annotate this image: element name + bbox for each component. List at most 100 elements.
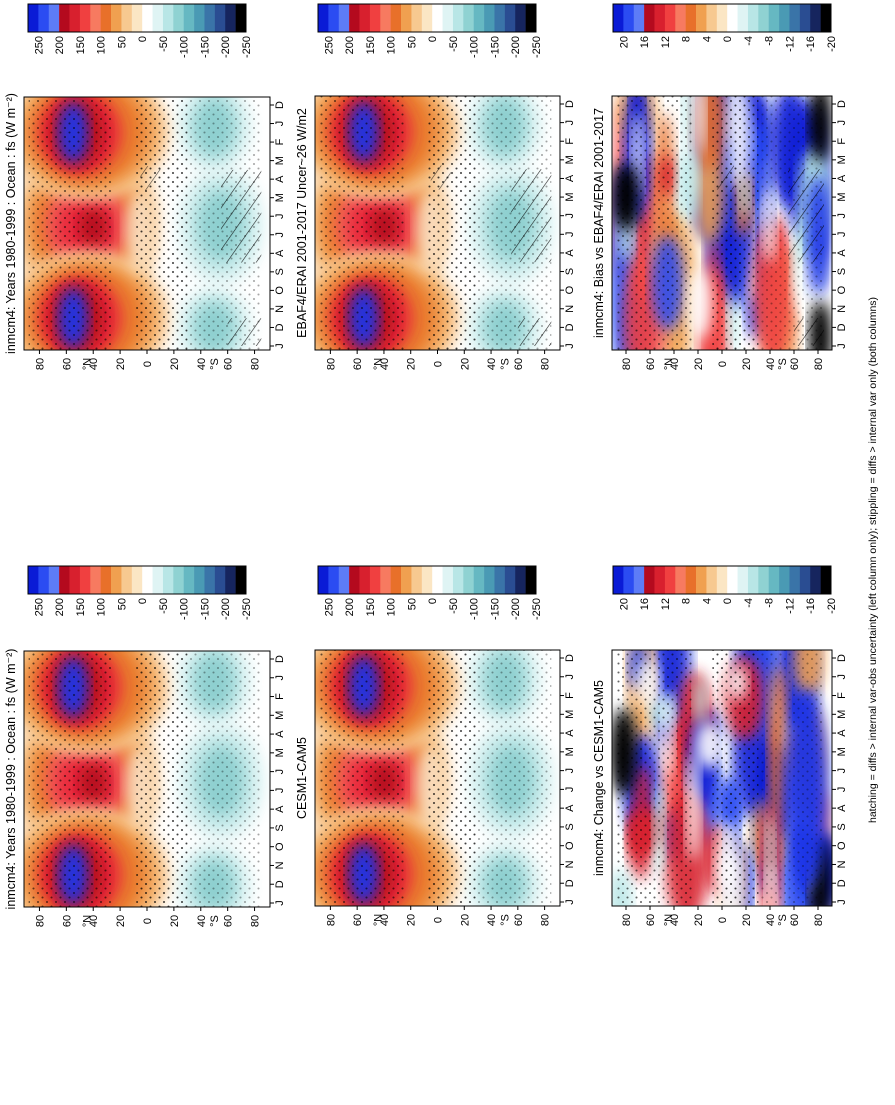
- month-tick-label: D: [564, 879, 576, 887]
- latitude-tick-label: 60: [645, 358, 657, 370]
- colorbar-label: 200: [54, 36, 66, 54]
- month-tick-label: M: [274, 748, 286, 757]
- latitude-tick-label: 60: [513, 358, 525, 370]
- latitude-tick-label: 60: [789, 358, 801, 370]
- colorbar-label: 8: [681, 598, 693, 604]
- colorbar-swatch: [121, 566, 133, 594]
- latitude-tick-label: 20: [406, 914, 418, 926]
- hatching: [430, 165, 552, 346]
- hemisphere-label-south: °S: [499, 358, 511, 370]
- latitude-tick-label: 80: [34, 915, 46, 927]
- month-tick-label: S: [564, 268, 576, 275]
- latitude-tick-label: 0: [142, 918, 154, 924]
- colorbar-swatch: [162, 566, 174, 594]
- colorbar-swatch: [235, 566, 247, 594]
- colorbar-label: 12: [660, 598, 672, 610]
- colorbar-label: 50: [406, 36, 418, 48]
- stippling: [616, 96, 824, 350]
- colorbar-swatch: [727, 4, 738, 32]
- colorbar-swatch: [633, 4, 645, 32]
- colorbar-swatch: [162, 4, 174, 32]
- colorbar-bottom-left: 20 16 12 8 4 0 -4 -8 -12 -16 -20: [612, 3, 838, 52]
- colorbar-swatch: [79, 4, 91, 32]
- colorbar-swatch: [810, 566, 821, 594]
- colorbar-label: 50: [116, 36, 128, 48]
- colorbar-label: 0: [137, 36, 149, 42]
- colorbar-label: -4: [743, 36, 755, 46]
- latitude-tick-label: 60: [61, 915, 73, 927]
- month-tick-label: A: [836, 804, 848, 812]
- panel-title: CESM1-CAM5: [295, 737, 309, 819]
- colorbar-swatch: [525, 566, 537, 594]
- colorbar-label: 200: [344, 36, 356, 54]
- colorbar-swatch: [779, 566, 790, 594]
- colorbar-swatch: [411, 566, 423, 594]
- colorbar-swatch: [685, 566, 697, 594]
- colorbar-label: -20: [826, 36, 838, 52]
- latitude-tick-label: 40: [486, 358, 498, 370]
- month-tick-label: A: [564, 249, 576, 257]
- month-tick-label: A: [274, 249, 286, 257]
- colorbar-swatch: [328, 566, 340, 594]
- panel-title: inmcm4: Bias vs EBAF4/ERAI 2001-2017: [592, 108, 606, 338]
- colorbar-label: -50: [158, 36, 170, 52]
- hatching: [140, 166, 262, 346]
- panels: inmcm4: Years 1980-1999 : Ocean : fs (W …: [4, 93, 848, 927]
- colorbar-swatch: [747, 566, 759, 594]
- colorbar-label: -16: [805, 36, 817, 52]
- hemisphere-label-north: °N: [663, 914, 675, 926]
- colorbar-swatch: [442, 4, 454, 32]
- latitude-tick-label: 40: [669, 914, 681, 926]
- month-tick-label: J: [564, 232, 576, 238]
- colorbar-swatch: [225, 4, 236, 32]
- month-tick-label: N: [564, 305, 576, 313]
- colorbar-swatch: [706, 566, 718, 594]
- colorbar-label: 50: [116, 598, 128, 610]
- month-tick-label: M: [274, 156, 286, 165]
- colorbar-label: 0: [427, 598, 439, 604]
- hemisphere-label-south: °S: [209, 915, 221, 927]
- panel-title: EBAF4/ERAI 2001-2017 Uncer~26 W/m2: [295, 108, 309, 338]
- colorbar-swatch: [737, 566, 749, 594]
- colorbar-label: -150: [199, 598, 211, 620]
- colorbar-bottom-right: 20 16 12 8 4 0 -4 -8 -12 -16 -20: [612, 565, 838, 614]
- latitude-tick-label: 60: [645, 914, 657, 926]
- colorbar-swatch: [69, 566, 81, 594]
- stippling: [616, 650, 824, 906]
- colorbar-swatch: [442, 566, 454, 594]
- colorbar-swatch: [463, 566, 475, 594]
- colorbar-label: -50: [448, 598, 460, 614]
- colorbar-label: 0: [137, 598, 149, 604]
- colorbar-label: 250: [323, 598, 335, 616]
- panel-middle-left: EBAF4/ERAI 2001-2017 Uncer~26 W/m2 D J F M A M…: [295, 95, 576, 370]
- latitude-tick-label: 0: [433, 917, 445, 923]
- month-tick-label: M: [564, 192, 576, 201]
- latitude-tick-label: 80: [540, 358, 552, 370]
- colorbar-swatch: [59, 4, 70, 32]
- month-tick-label: M: [836, 710, 848, 719]
- month-tick-label: J: [564, 343, 576, 349]
- latitude-tick-label: 60: [513, 914, 525, 926]
- colorbar-label: -100: [469, 36, 481, 58]
- month-tick-label: O: [564, 285, 576, 294]
- colorbar-swatch: [401, 4, 412, 32]
- month-tick-label: F: [274, 693, 286, 700]
- month-tick-label: D: [564, 323, 576, 331]
- month-tick-label: M: [836, 155, 848, 164]
- latitude-tick-label: 20: [169, 915, 181, 927]
- colorbar-swatch: [111, 4, 122, 32]
- colorbar-swatch: [369, 4, 381, 32]
- colorbar-swatch: [758, 566, 770, 594]
- month-tick-label: D: [836, 654, 848, 662]
- latitude-tick-label: 20: [741, 358, 753, 370]
- hemisphere-label-north: °N: [372, 358, 384, 370]
- colorbar-label: -150: [489, 598, 501, 620]
- month-tick-label: F: [836, 138, 848, 145]
- colorbar-swatch: [473, 4, 485, 32]
- colorbar-label: 200: [344, 598, 356, 616]
- month-tick-label: J: [274, 232, 286, 238]
- colorbar-swatch: [204, 566, 216, 594]
- colorbar-label: -50: [158, 598, 170, 614]
- month-tick-label: J: [836, 768, 848, 774]
